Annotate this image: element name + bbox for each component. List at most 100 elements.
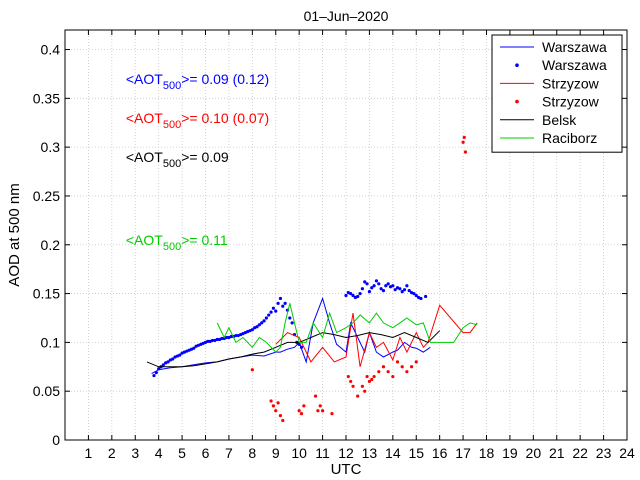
- legend-item: Warszawa: [515, 57, 607, 73]
- annotation-value: >= 0.09: [181, 149, 229, 165]
- data-point: [344, 293, 348, 298]
- annotation-subscript: 500: [163, 241, 181, 253]
- legend-item: Raciborz: [500, 130, 597, 146]
- x-tick-label: 11: [315, 445, 330, 461]
- data-point: [405, 370, 409, 374]
- legend-label: Belsk: [542, 112, 577, 128]
- data-point: [267, 313, 271, 317]
- data-point: [154, 371, 158, 375]
- data-point: [379, 287, 383, 291]
- data-point: [400, 365, 404, 369]
- data-point: [419, 296, 423, 301]
- data-point: [171, 357, 175, 361]
- y-tick-label: 0.15: [33, 286, 60, 302]
- legend: Warszawa Warszawa Strzyzow Strzyzow Belsk Rac…: [491, 34, 623, 153]
- data-point: [360, 287, 364, 291]
- data-point: [210, 338, 215, 343]
- y-tick-label: 0.1: [41, 334, 61, 350]
- aot-annotation: <AOT500>= 0.10 (0.07): [126, 110, 269, 131]
- data-point: [370, 286, 374, 290]
- data-point: [400, 290, 404, 294]
- annotation-prefix: <AOT: [126, 71, 163, 87]
- x-tick-label: 5: [178, 445, 186, 461]
- data-point: [283, 301, 287, 305]
- data-point: [271, 404, 276, 408]
- data-point: [374, 279, 379, 283]
- series-belsk-line: [146, 330, 441, 368]
- x-tick-label: 22: [572, 445, 588, 461]
- legend-item: Belsk: [500, 112, 577, 128]
- data-point: [370, 377, 374, 382]
- aot-annotation: <AOT500>= 0.09: [126, 149, 229, 170]
- data-point: [351, 293, 355, 298]
- data-point: [414, 360, 418, 364]
- data-point: [391, 374, 395, 379]
- data-point: [356, 294, 360, 299]
- data-point: [297, 342, 301, 346]
- y-tick-label: 0.25: [33, 188, 60, 204]
- data-point: [152, 373, 156, 378]
- data-point: [224, 335, 229, 340]
- annotation-prefix: <AOT: [126, 110, 163, 126]
- legend-swatch-dot: [515, 63, 519, 67]
- data-point: [316, 409, 320, 413]
- data-point: [274, 309, 278, 313]
- data-point: [271, 306, 276, 310]
- data-point: [407, 289, 411, 293]
- aot-annotation: <AOT500>= 0.09 (0.12): [126, 71, 269, 92]
- series-line: [216, 303, 478, 353]
- data-point: [299, 345, 304, 349]
- data-point: [330, 412, 334, 416]
- chart-title: 01–Jun–2020: [304, 8, 389, 24]
- data-point: [250, 328, 254, 332]
- series-layer: [146, 135, 478, 423]
- legend-item: Strzyzow: [500, 75, 600, 91]
- data-point: [276, 401, 280, 405]
- legend-item: Strzyzow: [515, 94, 600, 110]
- x-tick-label: 14: [385, 445, 401, 461]
- data-point: [318, 404, 322, 408]
- data-point: [269, 310, 273, 314]
- data-point: [391, 284, 395, 288]
- data-point: [360, 384, 364, 388]
- data-point: [192, 346, 196, 350]
- axis-ticks: 1 2 3 4 5 6 7 8 9 10 11 12 13 14 15 16 17 18 19 20 21 22 23 240…: [33, 30, 635, 461]
- data-point: [393, 288, 397, 292]
- annotation-value: >= 0.09 (0.12): [181, 71, 269, 87]
- data-point: [264, 316, 268, 320]
- annotation-subscript: 500: [163, 119, 181, 131]
- data-point: [166, 360, 170, 364]
- data-point: [255, 325, 259, 329]
- x-tick-label: 18: [479, 445, 495, 461]
- series-line: [146, 330, 441, 368]
- series-line: [275, 304, 478, 367]
- legend-box: [491, 34, 623, 153]
- y-tick-label: 0.3: [41, 139, 61, 155]
- data-point: [320, 409, 325, 413]
- data-point: [365, 374, 369, 379]
- data-point: [220, 336, 224, 341]
- data-point: [297, 409, 301, 413]
- data-point: [290, 321, 294, 325]
- y-tick-label: 0.2: [41, 237, 61, 253]
- data-point: [377, 370, 381, 374]
- legend-label: Warszawa: [542, 39, 607, 55]
- x-tick-label: 9: [272, 445, 280, 461]
- data-point: [234, 333, 238, 338]
- data-point: [288, 316, 292, 320]
- data-point: [367, 379, 372, 384]
- data-point: [278, 296, 283, 301]
- y-tick-label: 0.35: [33, 90, 60, 106]
- data-point: [462, 135, 466, 139]
- data-point: [349, 291, 353, 296]
- data-point: [367, 290, 372, 294]
- x-tick-label: 20: [526, 445, 542, 461]
- annotation-value: >= 0.10 (0.07): [181, 110, 269, 126]
- data-point: [363, 389, 367, 393]
- data-point: [257, 323, 261, 327]
- data-point: [363, 280, 367, 284]
- data-point: [269, 399, 273, 403]
- data-point: [274, 409, 278, 413]
- data-point: [381, 289, 386, 293]
